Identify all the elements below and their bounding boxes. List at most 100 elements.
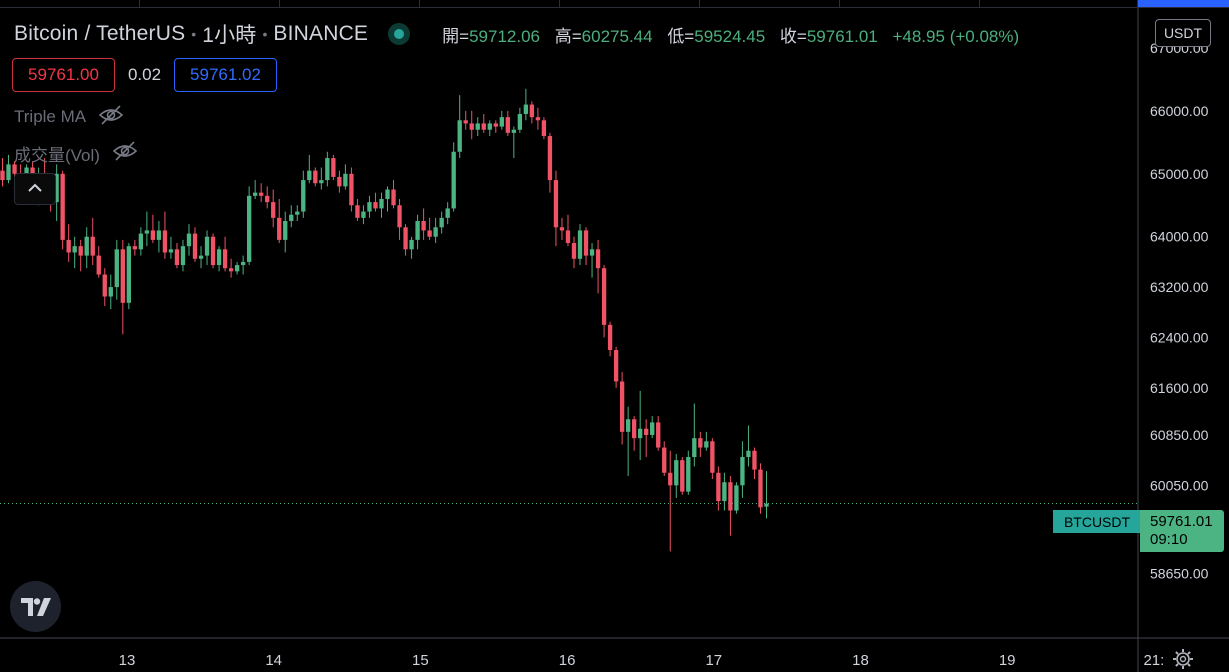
candle-body (433, 227, 438, 237)
candle-body (734, 485, 739, 511)
time-axis-label: 21: (1143, 652, 1164, 669)
price-axis-label: 64000.00 (1150, 229, 1209, 245)
candle-body (228, 268, 234, 272)
price-axis-label: 60050.00 (1150, 477, 1209, 493)
candle-body (523, 104, 529, 114)
candle-body (607, 324, 613, 351)
price-axis-label: 66000.00 (1150, 103, 1209, 119)
candle-body (601, 268, 607, 325)
candle-body (403, 227, 408, 250)
candle-body (102, 274, 107, 297)
candle-body (463, 120, 468, 124)
candle-body (391, 189, 396, 206)
candle-body (186, 233, 192, 247)
time-axis-label: 14 (265, 652, 282, 669)
sell-button[interactable]: 59761.00 (12, 58, 115, 92)
candle-body (746, 450, 751, 458)
gear-icon[interactable] (1170, 647, 1196, 671)
candle-body (168, 249, 174, 253)
spread-value: 0.02 (127, 65, 162, 84)
open-value: 59712.06 (469, 26, 540, 46)
candle-body (307, 170, 312, 181)
candle-body (367, 202, 372, 212)
candlestick-chart[interactable]: 67000.0066000.0065000.0064000.0063200.00… (0, 8, 1229, 672)
candle-body (613, 350, 619, 382)
collapse-legend-button[interactable] (14, 173, 56, 205)
candle-body (240, 261, 246, 266)
candle-body (108, 287, 113, 297)
candle-body (78, 246, 83, 256)
candle-body (283, 220, 288, 240)
candle-body (565, 230, 571, 244)
interval-label[interactable]: 1小時 (202, 24, 257, 47)
candle-body (650, 422, 655, 435)
price-axis-label: 62400.00 (1150, 329, 1209, 345)
candle-body (144, 230, 150, 234)
candle-body (638, 428, 643, 439)
candle-body (674, 460, 679, 486)
candle-body (457, 120, 462, 152)
time-axis-label: 13 (119, 652, 136, 669)
candle-body (192, 233, 198, 259)
candle-body (722, 482, 727, 502)
candle-body (222, 249, 228, 269)
candle-body (385, 189, 390, 199)
candle-body (114, 249, 119, 288)
buy-button[interactable]: 59761.02 (174, 58, 277, 92)
bar-countdown: 09:10 (1150, 531, 1188, 548)
study-volume[interactable]: 成交量(Vol) (14, 140, 138, 166)
candle-body (553, 180, 559, 228)
candle-body (289, 214, 294, 221)
eye-off-icon[interactable] (112, 140, 138, 167)
current-price-label: 59761.01 09:10 (1140, 510, 1224, 552)
candle-body (174, 249, 180, 266)
candle-body (343, 173, 348, 187)
toolbar-segment (140, 0, 280, 7)
candle-body (301, 180, 306, 212)
candle-body (710, 441, 715, 473)
candle-body (740, 457, 745, 486)
candle-body (421, 220, 426, 231)
market-status-icon[interactable] (388, 23, 411, 45)
candle-body (355, 205, 360, 218)
candle-body (156, 230, 162, 240)
candle-body (138, 233, 144, 250)
candle-body (487, 123, 492, 130)
candle-body (704, 441, 709, 448)
candle-body (728, 482, 733, 511)
time-axis-label: 18 (852, 652, 869, 669)
candle-body (162, 230, 168, 253)
candle-body (445, 208, 450, 218)
price-axis-label: 63200.00 (1150, 279, 1209, 295)
time-axis-label: 16 (559, 652, 576, 669)
toolbar-segment (700, 0, 840, 7)
candle-body (547, 136, 553, 181)
candle-body (126, 246, 131, 303)
symbol-name[interactable]: Bitcoin / TetherUS (14, 22, 186, 45)
toolbar-accent-tab[interactable] (1138, 0, 1229, 7)
candle-body (499, 117, 504, 127)
candle-body (571, 243, 577, 259)
candle-body (656, 422, 661, 448)
candle-body (246, 195, 252, 262)
candle-body (295, 211, 300, 215)
study-triple-ma[interactable]: Triple MA (14, 104, 124, 130)
high-value: 60275.44 (581, 26, 653, 46)
high-label: 高= (554, 26, 582, 46)
candle-body (271, 202, 276, 218)
study-label: Triple MA (14, 107, 87, 126)
candle-body (54, 173, 59, 203)
candle-body (66, 239, 71, 253)
candle-body (595, 249, 601, 269)
eye-off-icon[interactable] (98, 104, 124, 131)
candle-body (277, 217, 282, 240)
candle-body (686, 457, 691, 492)
tradingview-logo-icon[interactable] (10, 581, 61, 632)
currency-button[interactable]: USDT (1155, 19, 1211, 47)
candle-body (337, 176, 342, 187)
candle-body (24, 167, 29, 177)
candle-body (662, 447, 667, 473)
legend-separator: • (191, 26, 197, 42)
candle-body (535, 117, 541, 121)
candle-body (529, 104, 535, 118)
